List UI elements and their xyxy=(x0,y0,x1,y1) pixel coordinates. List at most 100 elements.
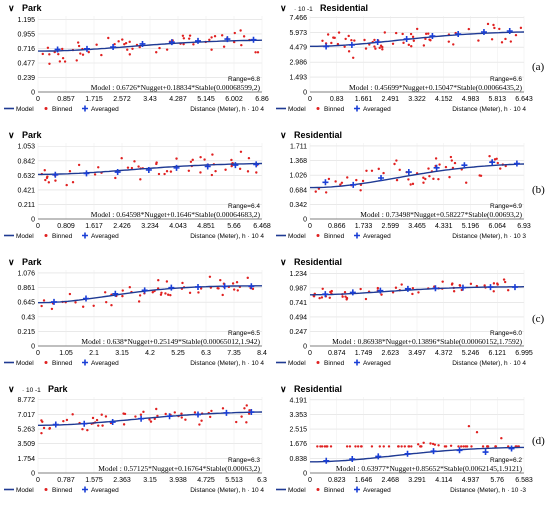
legend-averaged-label: Averaged xyxy=(363,360,391,367)
y-tick-label: 0.215 xyxy=(17,329,35,336)
binned-point xyxy=(334,180,337,183)
binned-point xyxy=(208,38,211,42)
legend-model-label: Model xyxy=(288,233,306,240)
binned-point xyxy=(246,276,249,280)
averaged-marker xyxy=(378,175,385,182)
binned-point xyxy=(355,178,358,182)
binned-point xyxy=(77,163,81,167)
binned-point xyxy=(120,156,123,160)
binned-point xyxy=(54,179,57,182)
binned-point xyxy=(401,32,404,36)
model-equation: Model : 0.73498*Nugget+0.58227*Stable(0.… xyxy=(360,210,522,219)
panel-1: ∨ · 10 -1 Residential 0 1.493 2.986 4.479 5.973… xyxy=(276,3,533,113)
averaged-marker xyxy=(224,36,231,43)
binned-point xyxy=(503,280,507,284)
binned-point xyxy=(50,307,54,311)
x-tick-label: 1.661 xyxy=(355,96,373,103)
x-tick-label: 3.234 xyxy=(141,223,159,230)
binned-point xyxy=(46,175,49,178)
legend-model-label: Model xyxy=(16,233,34,240)
binned-point xyxy=(187,169,191,172)
binned-point xyxy=(235,420,238,424)
binned-point xyxy=(449,444,453,447)
binned-point xyxy=(75,59,78,62)
binned-point xyxy=(77,44,81,48)
binned-point xyxy=(427,32,430,35)
x-tick-label: 1.617 xyxy=(85,223,103,230)
binned-point xyxy=(151,291,154,294)
x-tick-label: 3.322 xyxy=(408,96,426,103)
binned-point xyxy=(321,39,324,42)
range-label: Range=6.3 xyxy=(228,457,260,464)
y-tick-label: 1.195 xyxy=(17,17,35,24)
legend-averaged-label: Averaged xyxy=(91,487,119,494)
averaged-marker xyxy=(456,447,463,454)
binned-point xyxy=(319,445,322,448)
legend-binned-swatch xyxy=(44,234,48,237)
x-tick-label: 5.513 xyxy=(225,477,243,484)
binned-point xyxy=(133,160,136,163)
binned-point xyxy=(378,445,382,448)
x-tick-label: 4.152 xyxy=(435,96,453,103)
legend-model-label: Model xyxy=(16,106,34,113)
binned-point xyxy=(400,445,403,448)
x-tick-label: 3.291 xyxy=(408,477,426,484)
y-tick-label: 0.838 xyxy=(289,456,307,463)
binned-point xyxy=(247,412,251,415)
averaged-marker xyxy=(54,46,61,53)
y-tick-label: 5.263 xyxy=(17,427,35,434)
binned-point xyxy=(341,295,344,298)
legend-averaged-label: Averaged xyxy=(363,233,391,240)
binned-point xyxy=(91,416,95,420)
x-tick-label: 0 xyxy=(36,350,40,357)
binned-point xyxy=(193,411,197,414)
binned-point xyxy=(192,43,195,46)
row-label-c: (c) xyxy=(532,313,545,325)
averaged-marker xyxy=(204,163,211,170)
binned-point xyxy=(407,178,410,181)
legend-averaged-swatch xyxy=(82,232,88,239)
binned-point xyxy=(441,280,444,283)
model-curve xyxy=(310,31,525,47)
y-tick-label: 0.842 xyxy=(17,158,35,165)
averaged-marker xyxy=(83,45,90,52)
binned-point xyxy=(121,38,124,41)
binned-point xyxy=(43,169,46,172)
averaged-marker xyxy=(83,295,89,302)
y-tick-label: 0.987 xyxy=(289,285,307,292)
binned-point xyxy=(447,40,451,43)
binned-point xyxy=(254,51,257,54)
binned-point xyxy=(232,288,236,291)
binned-point xyxy=(450,159,453,162)
binned-point xyxy=(344,37,347,41)
x-tick-label: 3.938 xyxy=(169,477,187,484)
binned-point xyxy=(467,27,471,31)
model-equation: Model : 0.57125*Nugget+0.16764*Stable(0.… xyxy=(98,464,260,473)
binned-point xyxy=(157,278,160,282)
binned-point xyxy=(214,169,217,173)
x-tick-label: 0.787 xyxy=(57,477,75,484)
averaged-marker xyxy=(112,290,119,297)
binned-point xyxy=(356,445,360,448)
panel-title: Residential xyxy=(294,257,342,267)
binned-point xyxy=(126,166,130,169)
y-tick-label: 0 xyxy=(31,344,35,351)
binned-point xyxy=(351,56,355,60)
binned-point xyxy=(434,157,438,160)
binned-point xyxy=(251,287,255,291)
binned-point xyxy=(42,426,46,430)
binned-point xyxy=(181,281,184,285)
binned-point xyxy=(79,52,82,55)
binned-point xyxy=(199,171,202,174)
averaged-marker xyxy=(141,287,148,294)
averaged-marker xyxy=(248,409,255,416)
binned-point xyxy=(182,42,185,46)
x-tick-label: 4.114 xyxy=(435,477,452,484)
x-tick-label: 6.643 xyxy=(515,96,533,103)
x-tick-label: 0 xyxy=(36,96,40,103)
binned-point xyxy=(165,170,169,173)
averaged-marker xyxy=(322,291,329,298)
binned-point xyxy=(328,296,331,299)
legend-binned-swatch xyxy=(44,107,48,110)
binned-point xyxy=(245,421,248,424)
